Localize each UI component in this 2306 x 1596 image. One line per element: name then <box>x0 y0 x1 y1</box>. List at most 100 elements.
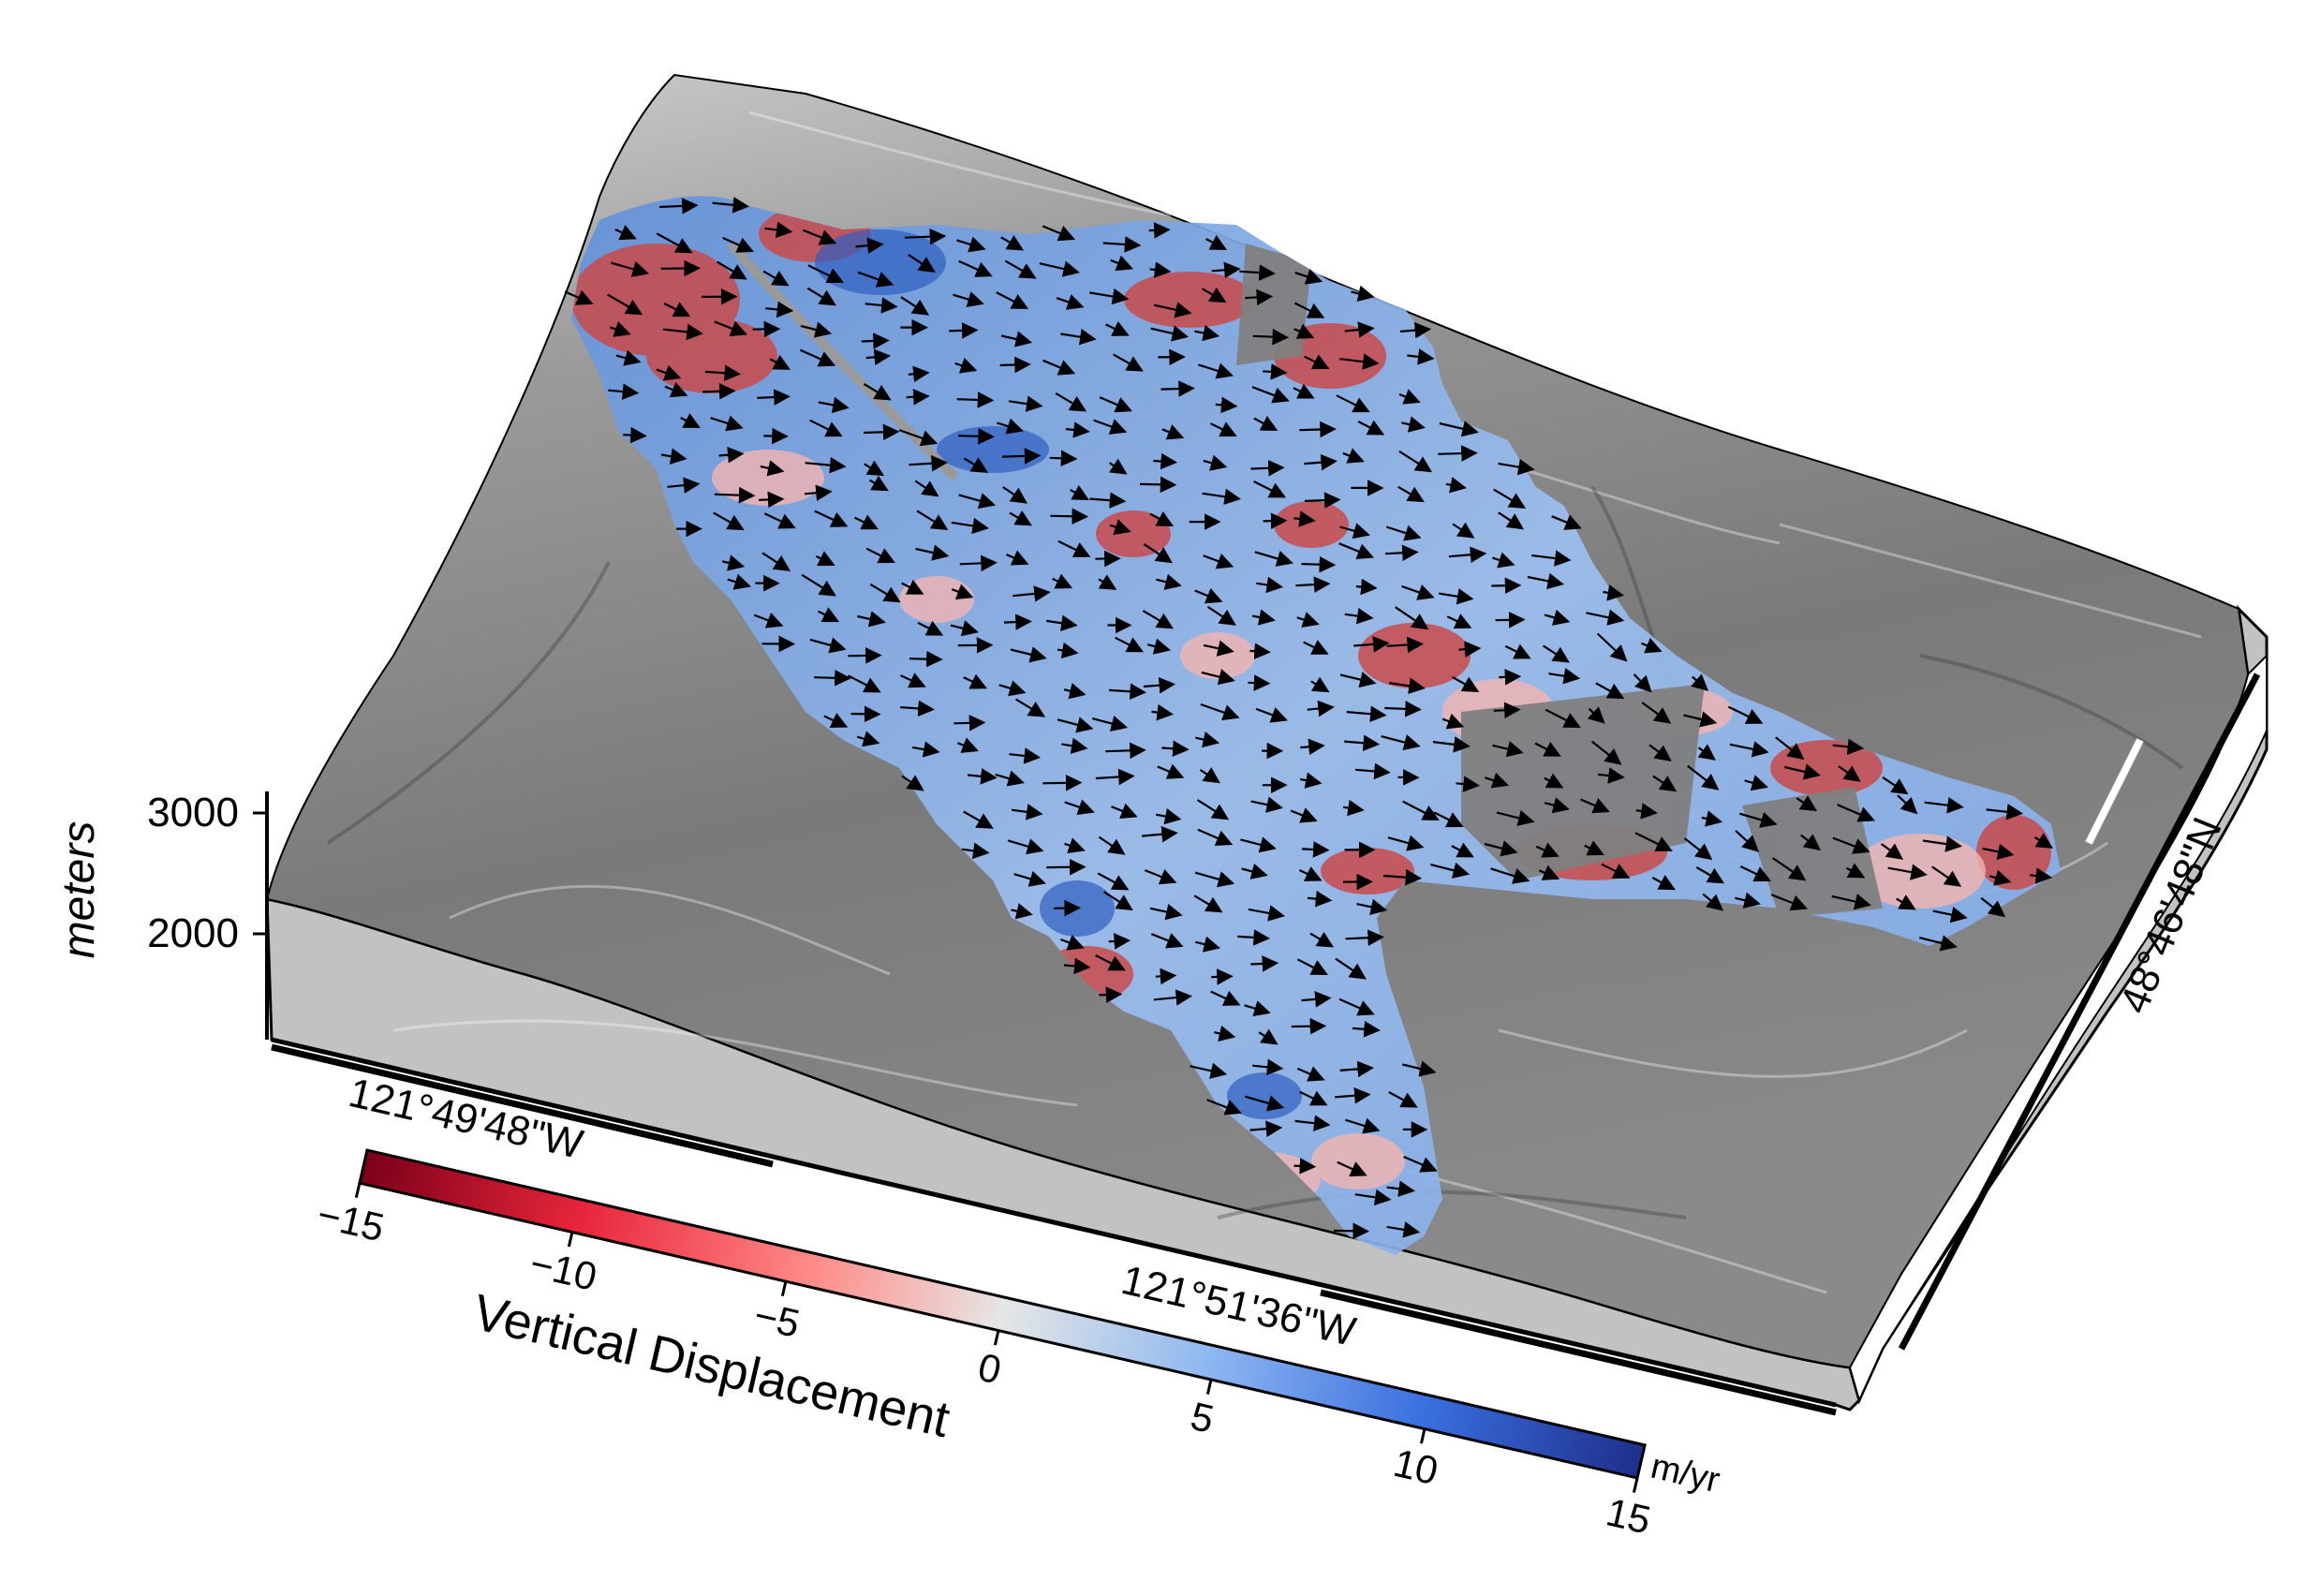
velocity-arrow <box>1333 1222 1369 1240</box>
velocity-arrow <box>1109 519 1131 536</box>
elevation-axis: 3000 2000 meters <box>54 790 269 1040</box>
colorbar-tick-label: 10 <box>1390 1441 1442 1493</box>
velocity-arrow <box>1097 872 1130 891</box>
velocity-arrow <box>1401 416 1426 433</box>
velocity-arrow <box>1002 486 1028 504</box>
elevation-axis-label: meters <box>54 821 104 959</box>
velocity-arrow <box>1484 840 1518 857</box>
velocity-arrow <box>1634 832 1673 851</box>
velocity-arrow <box>1601 863 1631 879</box>
velocity-arrow <box>1006 550 1029 566</box>
velocity-arrow <box>1342 799 1365 817</box>
velocity-arrow <box>1254 551 1293 567</box>
velocity-arrow <box>662 323 703 341</box>
velocity-arrow <box>1293 323 1315 339</box>
velocity-arrow <box>1111 803 1138 820</box>
velocity-arrow <box>1149 903 1183 921</box>
velocity-arrow <box>815 551 835 567</box>
velocity-arrow <box>623 426 647 444</box>
velocity-arrow <box>1452 522 1475 539</box>
velocity-arrow <box>961 842 990 860</box>
velocity-arrow <box>1263 363 1288 380</box>
velocity-arrow <box>1205 234 1228 250</box>
velocity-arrow <box>664 381 688 398</box>
velocity-arrow <box>1498 458 1535 476</box>
velocity-arrow <box>1294 1115 1331 1131</box>
velocity-arrow <box>1201 669 1235 686</box>
velocity-arrow <box>1089 492 1127 509</box>
velocity-arrow <box>1381 734 1421 751</box>
velocity-arrow <box>1683 711 1718 728</box>
velocity-arrow <box>908 254 936 273</box>
velocity-arrow <box>1783 763 1821 780</box>
velocity-arrow <box>818 607 840 623</box>
velocity-arrow <box>1882 776 1909 795</box>
velocity-arrow <box>614 225 637 241</box>
velocity-arrow <box>1010 646 1047 663</box>
velocity-arrow <box>1451 842 1474 858</box>
velocity-arrow <box>753 613 784 628</box>
velocity-arrow <box>656 232 693 254</box>
velocity-arrow <box>804 484 833 501</box>
velocity-arrow <box>1586 609 1625 626</box>
velocity-arrow <box>857 271 894 288</box>
velocity-arrow <box>1251 386 1290 404</box>
velocity-arrow <box>1339 353 1380 370</box>
velocity-arrow <box>1346 705 1387 723</box>
velocity-arrow <box>1296 958 1328 976</box>
velocity-arrow <box>915 544 950 561</box>
velocity-arrow <box>1300 738 1325 756</box>
velocity-arrow <box>1244 1095 1285 1112</box>
velocity-arrow <box>1543 644 1570 663</box>
velocity-arrow <box>763 512 796 529</box>
velocity-arrow <box>1011 903 1033 920</box>
velocity-arrow <box>1832 836 1870 854</box>
velocity-arrow <box>1398 389 1421 405</box>
velocity-arrow <box>1013 585 1051 602</box>
velocity-arrow <box>959 554 998 572</box>
velocity-arrow <box>1398 450 1433 473</box>
velocity-arrow <box>1344 734 1381 752</box>
velocity-arrow <box>1345 929 1384 946</box>
velocity-arrow <box>1294 268 1323 285</box>
velocity-arrow <box>1156 573 1182 590</box>
velocity-arrow <box>1244 1000 1271 1017</box>
velocity-arrow <box>1239 264 1276 281</box>
velocity-arrow <box>854 514 879 530</box>
velocity-arrow <box>801 573 836 597</box>
velocity-arrow <box>1203 553 1234 569</box>
velocity-arrow <box>615 349 642 366</box>
velocity-arrow <box>1386 636 1424 654</box>
velocity-arrow <box>1441 713 1465 730</box>
velocity-arrow <box>909 454 949 472</box>
velocity-arrow <box>1493 488 1527 509</box>
velocity-arrow <box>610 260 650 277</box>
velocity-arrow <box>911 741 940 758</box>
velocity-arrow <box>1651 875 1676 891</box>
velocity-arrow <box>1113 353 1144 372</box>
velocity-arrow <box>914 480 939 497</box>
velocity-arrow <box>1496 809 1535 826</box>
velocity-arrow <box>1293 302 1325 318</box>
velocity-arrow <box>1353 636 1390 653</box>
velocity-arrow <box>1590 740 1622 765</box>
velocity-arrow <box>1161 740 1190 758</box>
velocity-arrow <box>1102 236 1142 253</box>
velocity-arrow <box>1296 1066 1325 1082</box>
velocity-arrow <box>1356 898 1388 915</box>
velocity-arrow <box>714 320 747 337</box>
velocity-arrow <box>1206 1099 1242 1116</box>
velocity-arrow <box>1446 613 1472 629</box>
velocity-arrow <box>1384 701 1422 717</box>
velocity-arrow <box>1492 741 1524 758</box>
velocity-arrow <box>1695 866 1725 884</box>
velocity-arrow <box>1357 420 1385 436</box>
velocity-arrow <box>953 291 984 308</box>
colorbar-unit: m/yr <box>1648 1447 1724 1501</box>
velocity-arrow <box>680 413 701 429</box>
velocity-arrow <box>1209 421 1237 437</box>
velocity-arrow <box>1240 836 1277 853</box>
velocity-arrow <box>996 291 1029 309</box>
velocity-arrow <box>1544 797 1570 814</box>
velocity-arrow <box>1387 835 1425 851</box>
